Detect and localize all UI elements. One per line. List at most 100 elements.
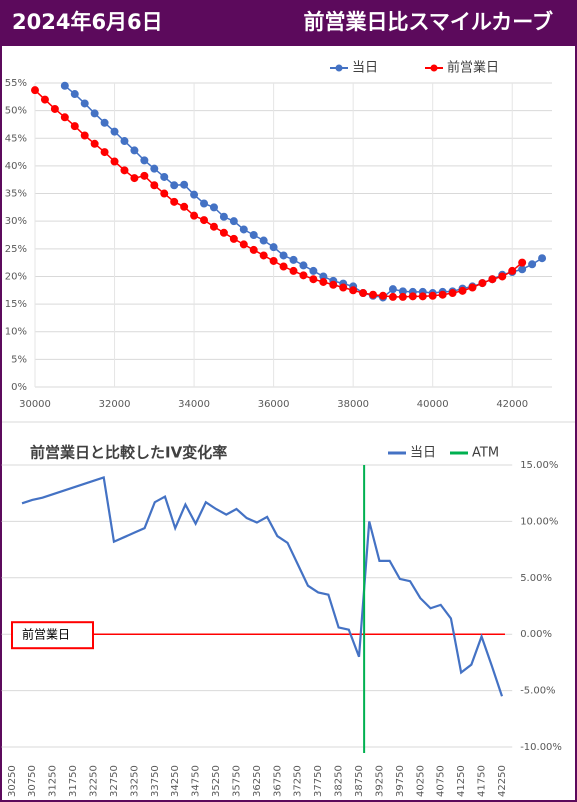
y-tick-label: 15% xyxy=(5,299,27,310)
chart-title: 前営業日と比較したIV変化率 xyxy=(30,444,227,462)
data-point xyxy=(359,289,368,298)
data-point xyxy=(209,203,218,212)
data-point xyxy=(219,212,228,221)
legend-label: 前営業日 xyxy=(447,60,499,76)
data-point xyxy=(90,139,99,148)
x-tick-label: 33750 xyxy=(150,765,161,797)
data-point xyxy=(100,148,109,157)
legend-label: 当日 xyxy=(410,446,436,461)
x-tick-label: 38250 xyxy=(334,765,345,797)
y-tick-label: 0.00% xyxy=(520,629,552,640)
data-point xyxy=(448,289,457,298)
data-point xyxy=(120,137,129,146)
data-point xyxy=(418,292,427,301)
data-point xyxy=(150,181,159,190)
y-tick-label: 25% xyxy=(5,244,27,255)
data-point xyxy=(140,156,149,165)
data-point xyxy=(70,122,79,131)
data-point xyxy=(190,190,199,199)
data-point xyxy=(160,172,169,181)
data-point xyxy=(388,285,397,294)
x-tick-label: 34250 xyxy=(170,765,181,797)
y-tick-label: 55% xyxy=(5,78,27,89)
x-tick-label: 34000 xyxy=(178,399,210,410)
data-point xyxy=(438,290,447,299)
data-point xyxy=(349,286,358,295)
header-bar xyxy=(0,0,577,45)
x-tick-label: 38750 xyxy=(354,765,365,797)
data-point xyxy=(40,95,49,104)
data-point xyxy=(80,131,89,140)
y-tick-label: 10% xyxy=(5,327,27,338)
x-tick-label: 31250 xyxy=(48,765,59,797)
data-point xyxy=(50,104,59,113)
x-tick-label: 36750 xyxy=(272,765,283,797)
data-point xyxy=(528,260,537,269)
x-tick-label: 40250 xyxy=(415,765,426,797)
data-point xyxy=(60,113,69,122)
data-point xyxy=(289,266,298,275)
x-tick-label: 35750 xyxy=(231,765,242,797)
header-date: 2024年6月6日 xyxy=(12,10,163,34)
y-tick-label: 0% xyxy=(11,382,27,393)
x-tick-label: 30750 xyxy=(27,765,38,797)
y-tick-label: 15.00% xyxy=(520,460,558,471)
y-tick-label: 5% xyxy=(11,354,27,365)
data-point xyxy=(369,290,378,299)
data-point xyxy=(180,202,189,211)
data-point xyxy=(259,251,268,260)
x-tick-label: 37250 xyxy=(293,765,304,797)
data-point xyxy=(70,90,79,99)
data-point xyxy=(378,291,387,300)
data-point xyxy=(150,164,159,173)
reference-label: 前営業日 xyxy=(22,627,70,642)
x-tick-label: 42250 xyxy=(497,765,508,797)
data-point xyxy=(508,266,517,275)
x-tick-label: 41250 xyxy=(456,765,467,797)
page-border xyxy=(0,44,577,802)
data-point xyxy=(100,118,109,127)
legend-label: ATM xyxy=(472,446,499,461)
data-point xyxy=(408,292,417,301)
data-point xyxy=(110,127,119,136)
data-point xyxy=(538,254,547,263)
y-tick-label: 45% xyxy=(5,133,27,144)
data-point xyxy=(200,216,209,225)
legend-marker xyxy=(335,64,343,72)
data-point xyxy=(289,255,298,264)
x-tick-label: 32250 xyxy=(89,765,100,797)
data-point xyxy=(239,225,248,234)
data-point xyxy=(60,81,69,90)
data-point xyxy=(249,231,258,239)
data-point xyxy=(170,181,179,190)
x-tick-label: 30250 xyxy=(7,765,18,797)
data-point xyxy=(269,243,278,252)
y-tick-label: 40% xyxy=(5,161,27,172)
x-tick-label: 36250 xyxy=(252,765,263,797)
legend-label: 当日 xyxy=(352,61,378,76)
x-tick-label: 32000 xyxy=(99,399,131,410)
x-tick-label: 35250 xyxy=(211,765,222,797)
x-tick-label: 37750 xyxy=(313,765,324,797)
data-point xyxy=(180,180,189,189)
series-line xyxy=(21,475,504,697)
data-point xyxy=(90,109,99,118)
x-tick-label: 40750 xyxy=(436,765,447,797)
reference-label-box xyxy=(11,621,94,650)
x-tick-label: 41750 xyxy=(477,765,488,797)
data-point xyxy=(249,245,258,254)
data-point xyxy=(468,283,477,292)
y-tick-label: 50% xyxy=(5,106,27,117)
data-point xyxy=(309,275,318,284)
data-point xyxy=(458,286,467,295)
data-point xyxy=(299,261,308,270)
data-point xyxy=(279,262,288,271)
data-point xyxy=(428,291,437,300)
x-tick-label: 32750 xyxy=(109,765,120,797)
data-point xyxy=(130,174,139,183)
data-point xyxy=(339,283,348,292)
y-tick-label: -10.00% xyxy=(520,742,562,753)
y-tick-label: 35% xyxy=(5,189,27,200)
